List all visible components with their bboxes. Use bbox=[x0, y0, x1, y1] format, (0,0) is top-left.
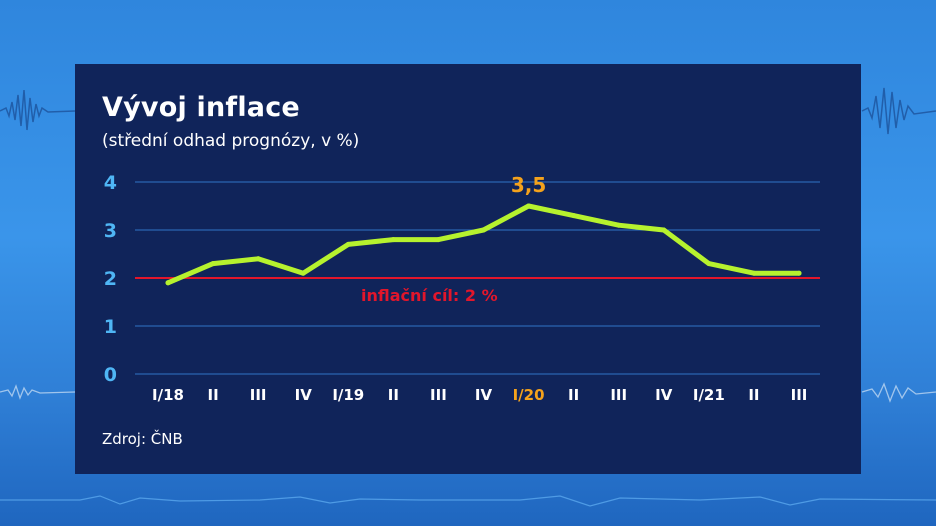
data-point bbox=[481, 227, 486, 233]
x-tick-label: III bbox=[791, 386, 808, 404]
data-point bbox=[751, 270, 757, 276]
data-point bbox=[435, 237, 441, 243]
x-tick-label: III bbox=[610, 386, 627, 404]
inflation-target-label: inflační cíl: 2 % bbox=[361, 286, 498, 305]
x-tick-label: I/21 bbox=[693, 386, 725, 404]
data-point bbox=[345, 241, 351, 247]
data-point bbox=[165, 280, 171, 286]
data-point bbox=[571, 213, 577, 219]
data-point bbox=[300, 270, 306, 276]
x-tick-label: IV bbox=[655, 386, 673, 404]
y-tick-label: 1 bbox=[104, 316, 117, 338]
x-tick-label: IV bbox=[295, 386, 313, 404]
x-tick-label: II bbox=[748, 386, 759, 404]
chart-title: Vývoj inflace bbox=[102, 92, 300, 123]
peak-value-label: 3,5 bbox=[511, 173, 546, 197]
series-line-inflation bbox=[165, 203, 802, 286]
data-point bbox=[661, 227, 667, 233]
data-point bbox=[210, 261, 216, 267]
x-tick-label: I/19 bbox=[332, 386, 364, 404]
y-tick-label: 2 bbox=[104, 268, 117, 290]
x-tick-label: III bbox=[430, 386, 447, 404]
data-point bbox=[616, 222, 622, 228]
x-tick-label: I/20 bbox=[513, 386, 545, 404]
source-note: Zdroj: ČNB bbox=[102, 430, 183, 448]
data-point bbox=[526, 203, 532, 209]
chart-subtitle: (střední odhad prognózy, v %) bbox=[102, 131, 360, 151]
data-point bbox=[255, 256, 261, 262]
chart-panel: Vývoj inflace (střední odhad prognózy, v… bbox=[75, 64, 861, 474]
x-tick-label: III bbox=[250, 386, 267, 404]
data-point bbox=[796, 270, 802, 276]
y-tick-label: 3 bbox=[104, 220, 117, 242]
y-tick-label: 4 bbox=[104, 172, 117, 194]
data-point bbox=[390, 237, 396, 243]
x-tick-label: II bbox=[207, 386, 218, 404]
x-tick-label: IV bbox=[475, 386, 493, 404]
x-tick-label: I/18 bbox=[152, 386, 184, 404]
x-tick-label: II bbox=[388, 386, 399, 404]
y-tick-label: 0 bbox=[104, 364, 117, 386]
x-tick-label: II bbox=[568, 386, 579, 404]
data-point bbox=[706, 261, 712, 267]
